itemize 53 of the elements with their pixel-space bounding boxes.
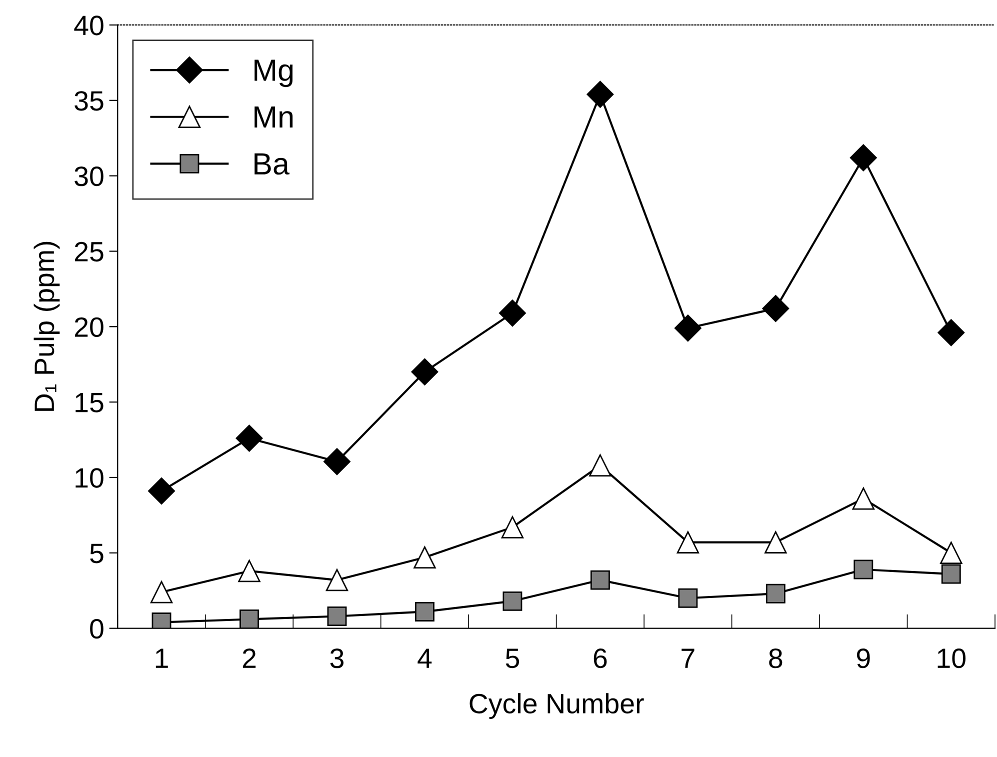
point: [762, 295, 790, 322]
point: [850, 144, 877, 172]
point: [502, 591, 522, 611]
point: [411, 358, 438, 386]
x-tick-label: 4: [418, 648, 432, 668]
y-tick-label: 25: [74, 242, 104, 262]
y-tick-label: 10: [76, 468, 104, 488]
point: [938, 319, 965, 346]
point: [852, 487, 875, 510]
point: [498, 300, 526, 327]
point: [238, 560, 260, 582]
x-tick-label: 1: [156, 648, 168, 668]
point: [414, 546, 436, 569]
x-tick-label: 9: [856, 648, 870, 668]
point: [764, 531, 787, 554]
point: [501, 516, 524, 538]
point: [327, 606, 347, 626]
y-tick-label: 30: [74, 166, 104, 186]
point: [941, 564, 961, 584]
legend-label: Ba: [254, 153, 290, 175]
x-tick-label: 8: [769, 648, 782, 668]
point: [150, 581, 173, 604]
y-tick-label: 15: [76, 393, 104, 412]
x-tick-label: 2: [242, 648, 256, 668]
point: [940, 542, 962, 564]
x-tick-label: 10: [938, 648, 966, 668]
legend-label: Mg: [254, 60, 293, 88]
point: [326, 568, 348, 592]
point: [240, 610, 259, 628]
y-tick-label: 5: [90, 544, 104, 564]
point: [589, 454, 612, 477]
y-tick-label: 40: [74, 16, 104, 36]
y-axis-title: D₁ Pulp (ppm): [34, 242, 60, 411]
point: [854, 560, 874, 580]
point: [236, 424, 263, 452]
point: [148, 478, 175, 505]
x-tick-label: 6: [594, 648, 607, 668]
point: [766, 584, 786, 604]
point: [676, 531, 700, 554]
x-axis-title: Cycle Number: [470, 693, 644, 719]
point: [678, 588, 698, 608]
point: [586, 80, 614, 108]
legend-label: Mn: [254, 106, 293, 128]
y-tick-label: 20: [74, 317, 104, 337]
point: [590, 570, 610, 590]
x-tick-label: 7: [682, 648, 694, 668]
point: [674, 314, 702, 342]
x-tick-label: 5: [506, 648, 520, 668]
point: [324, 448, 350, 476]
x-tick-label: 3: [330, 648, 344, 668]
point: [415, 602, 434, 622]
y-tick-label: 0: [90, 618, 104, 639]
y-tick-label: 35: [74, 91, 104, 111]
